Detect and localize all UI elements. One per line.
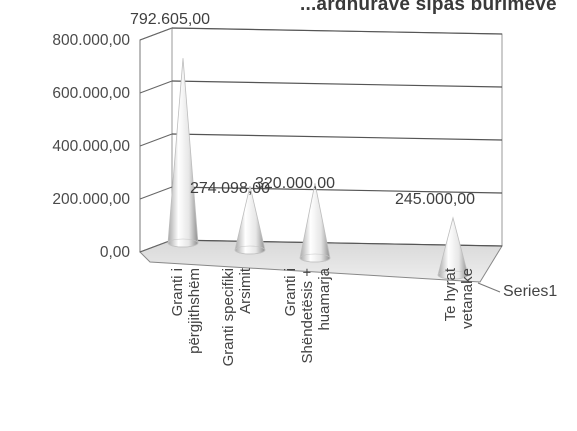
y-axis: 0,00 200.000,00 400.000,00 600.000,00 800.00…: [52, 32, 130, 261]
cone-base: [437, 270, 469, 280]
data-label: 274.098,00: [190, 180, 270, 197]
x-category-label: Te hyrat vetanake: [442, 267, 476, 329]
x-category-label: Granti specifiki Arsimit: [220, 267, 254, 366]
chart-title: ...ardhurave sipas burimeve: [300, 0, 557, 15]
y-tick-label: 400.000,00: [52, 138, 130, 155]
cone-base: [299, 253, 331, 263]
series-label: Series1: [503, 283, 557, 300]
gridline: [139, 27, 173, 41]
x-category-label: Granti i përgjithshëm: [169, 268, 203, 354]
category-line: përgjithshëm: [186, 268, 203, 354]
gridline: [139, 133, 173, 147]
y-tick-label: 0,00: [100, 244, 131, 261]
series-tick: [477, 282, 501, 293]
gridline: [139, 186, 173, 200]
cone-bar: [167, 58, 199, 248]
gridline: [171, 186, 503, 194]
cone-base: [167, 238, 199, 248]
data-label: 320.000,00: [255, 175, 335, 192]
cone-bar: [299, 183, 331, 263]
category-line: Shëndetësis +: [299, 268, 316, 364]
category-line: huamarja: [316, 267, 333, 330]
cone-base: [234, 245, 266, 255]
category-line: Arsimit: [237, 267, 254, 314]
cone-bar: [234, 185, 266, 255]
category-line: Granti specifiki: [220, 268, 237, 366]
category-line: Granti i: [169, 268, 186, 316]
category-line: vetanake: [459, 268, 476, 329]
gridline: [139, 239, 173, 253]
gridline: [171, 27, 503, 35]
data-label: 245.000,00: [395, 191, 475, 208]
category-line: Granti i: [282, 268, 299, 316]
cone-bar: [437, 216, 469, 280]
y-tick-label: 200.000,00: [52, 191, 130, 208]
gridline: [171, 133, 503, 141]
data-label: 792.605,00: [130, 11, 210, 28]
category-line: Te hyrat: [442, 267, 459, 321]
gridline: [139, 80, 173, 94]
x-axis: Granti i përgjithshëm Granti specifiki Arsi…: [169, 267, 557, 366]
x-category-label: Granti i Shëndetësis + huamarja: [282, 267, 333, 363]
y-tick-label: 600.000,00: [52, 85, 130, 102]
gridline: [171, 80, 503, 88]
y-tick-label: 800.000,00: [52, 32, 130, 49]
